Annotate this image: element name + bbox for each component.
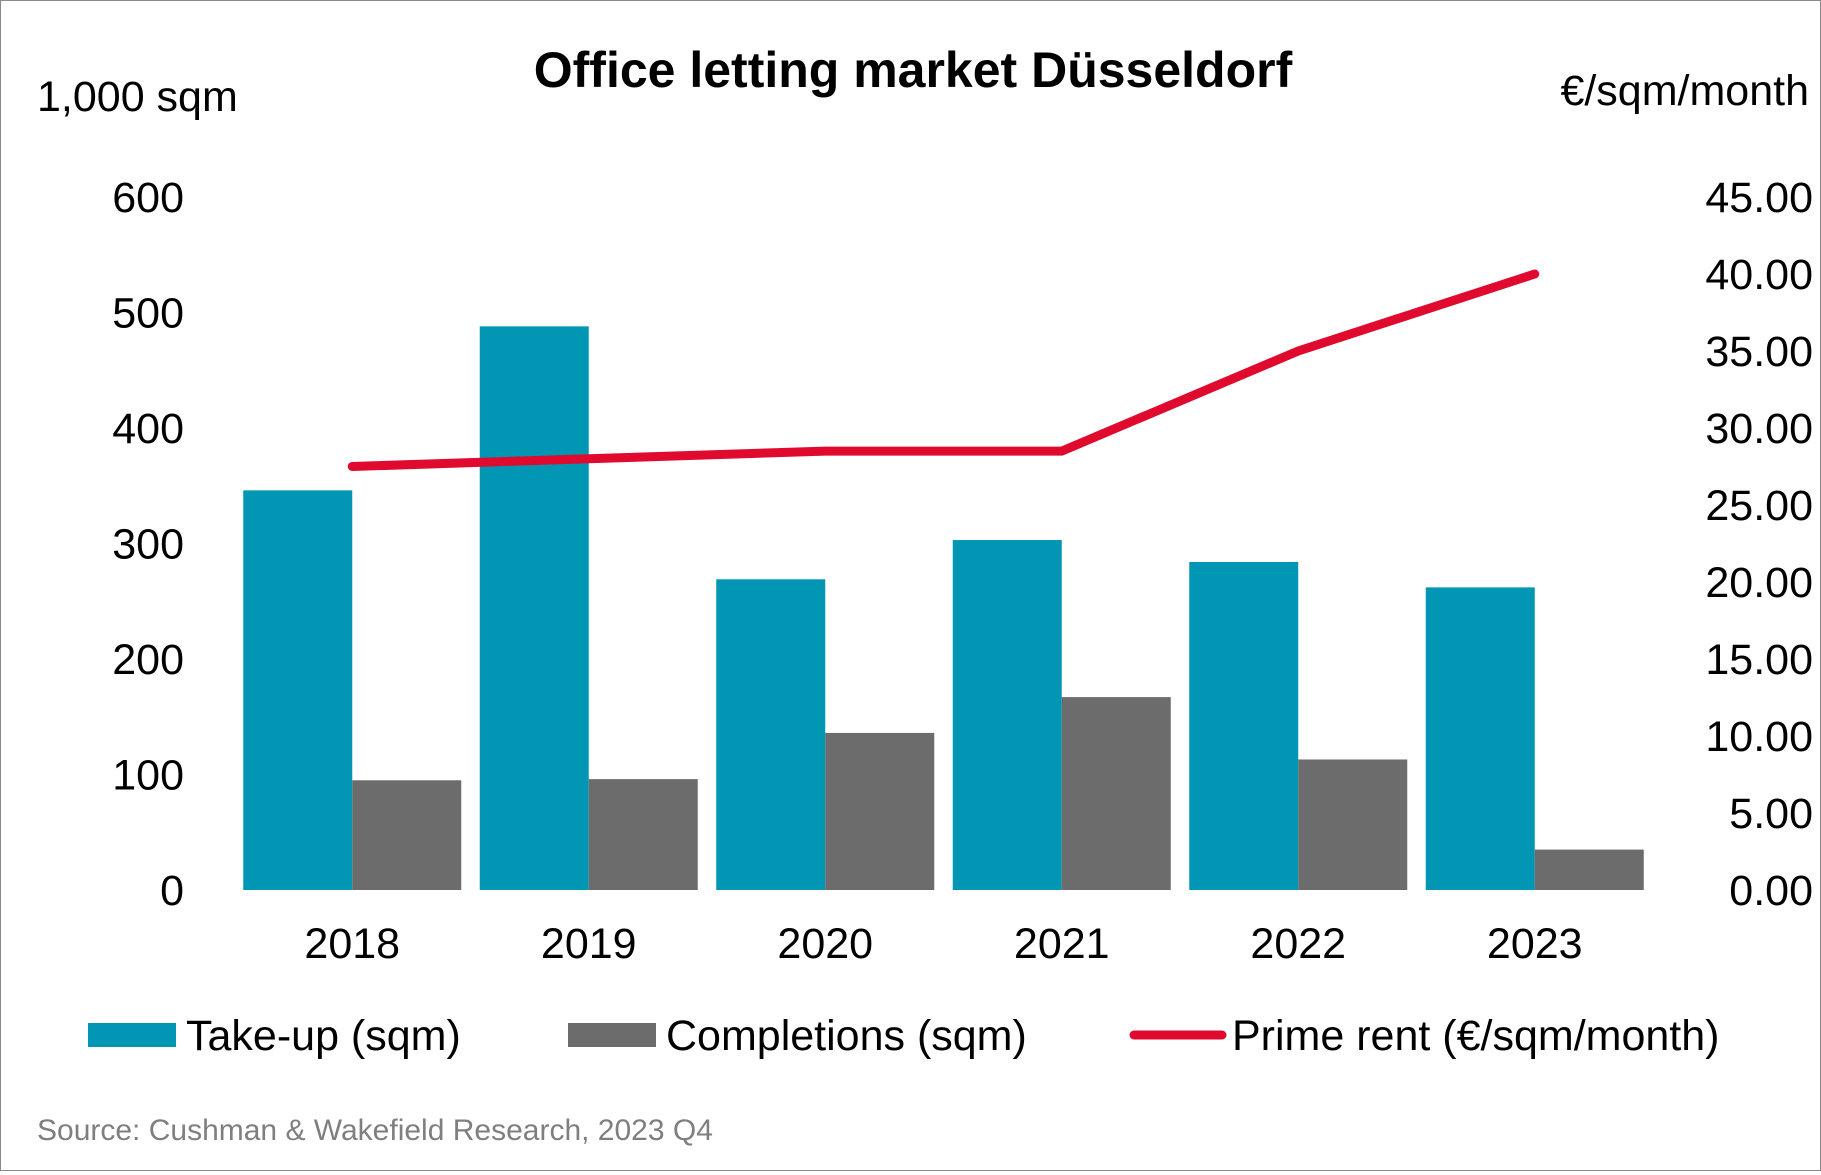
right-tick-label: 20.00 [1705, 559, 1813, 607]
left-tick-label: 400 [112, 405, 184, 453]
x-tick-label: 2021 [1014, 920, 1110, 968]
completions-bar [1061, 697, 1171, 890]
right-tick-label: 40.00 [1705, 251, 1813, 299]
x-axis-ticks: 2018 2019 2020 2021 2022 2023 [304, 920, 1582, 968]
completions-bar [352, 780, 462, 890]
legend-label-prime-rent: Prime rent (€/sqm/month) [1232, 1012, 1719, 1060]
completions-bar [1298, 759, 1408, 890]
source-note: Source: Cushman & Wakefield Research, 20… [37, 1114, 713, 1147]
left-axis-unit: 1,000 sqm [37, 73, 238, 121]
right-tick-label: 45.00 [1705, 174, 1813, 222]
right-axis-ticks: 0.00 5.00 10.00 15.00 20.00 25.00 30.00 35.00 40… [1705, 174, 1813, 915]
legend-swatch-take-up [88, 1023, 176, 1047]
right-tick-label: 30.00 [1705, 405, 1813, 453]
take-up-bar [1189, 561, 1299, 890]
right-tick-label: 5.00 [1729, 790, 1813, 838]
line-series [347, 269, 1540, 471]
take-up-bar [1425, 587, 1535, 890]
completions-bar [588, 779, 698, 890]
take-up-bar [243, 490, 353, 890]
x-tick-label: 2018 [304, 920, 400, 968]
left-tick-label: 0 [160, 867, 184, 915]
prime-rent-line [347, 269, 1540, 471]
right-axis-unit: €/sqm/month [1560, 67, 1809, 115]
right-tick-label: 25.00 [1705, 482, 1813, 530]
right-tick-label: 10.00 [1705, 713, 1813, 761]
completions-bar [1534, 849, 1644, 890]
left-tick-label: 100 [112, 752, 184, 800]
completions-bar [825, 732, 935, 890]
take-up-bar [716, 579, 826, 890]
left-tick-label: 600 [112, 174, 184, 222]
bars [243, 326, 1644, 890]
x-tick-label: 2023 [1487, 920, 1583, 968]
left-tick-label: 300 [112, 521, 184, 569]
left-tick-label: 500 [112, 290, 184, 338]
right-tick-label: 15.00 [1705, 636, 1813, 684]
legend: Take-up (sqm) Completions (sqm) Prime re… [88, 1012, 1719, 1060]
x-tick-label: 2019 [541, 920, 637, 968]
right-tick-label: 0.00 [1729, 867, 1813, 915]
legend-label-completions: Completions (sqm) [666, 1012, 1027, 1060]
legend-label-take-up: Take-up (sqm) [186, 1012, 461, 1060]
legend-swatch-completions [568, 1023, 656, 1047]
take-up-bar [479, 326, 589, 890]
left-tick-label: 200 [112, 636, 184, 684]
take-up-bar [952, 540, 1062, 890]
right-tick-label: 35.00 [1705, 328, 1813, 376]
chart-title: Office letting market Düsseldorf [534, 42, 1293, 98]
x-tick-label: 2020 [777, 920, 873, 968]
left-axis-ticks: 0 100 200 300 400 500 600 [112, 174, 184, 915]
x-tick-label: 2022 [1250, 920, 1346, 968]
